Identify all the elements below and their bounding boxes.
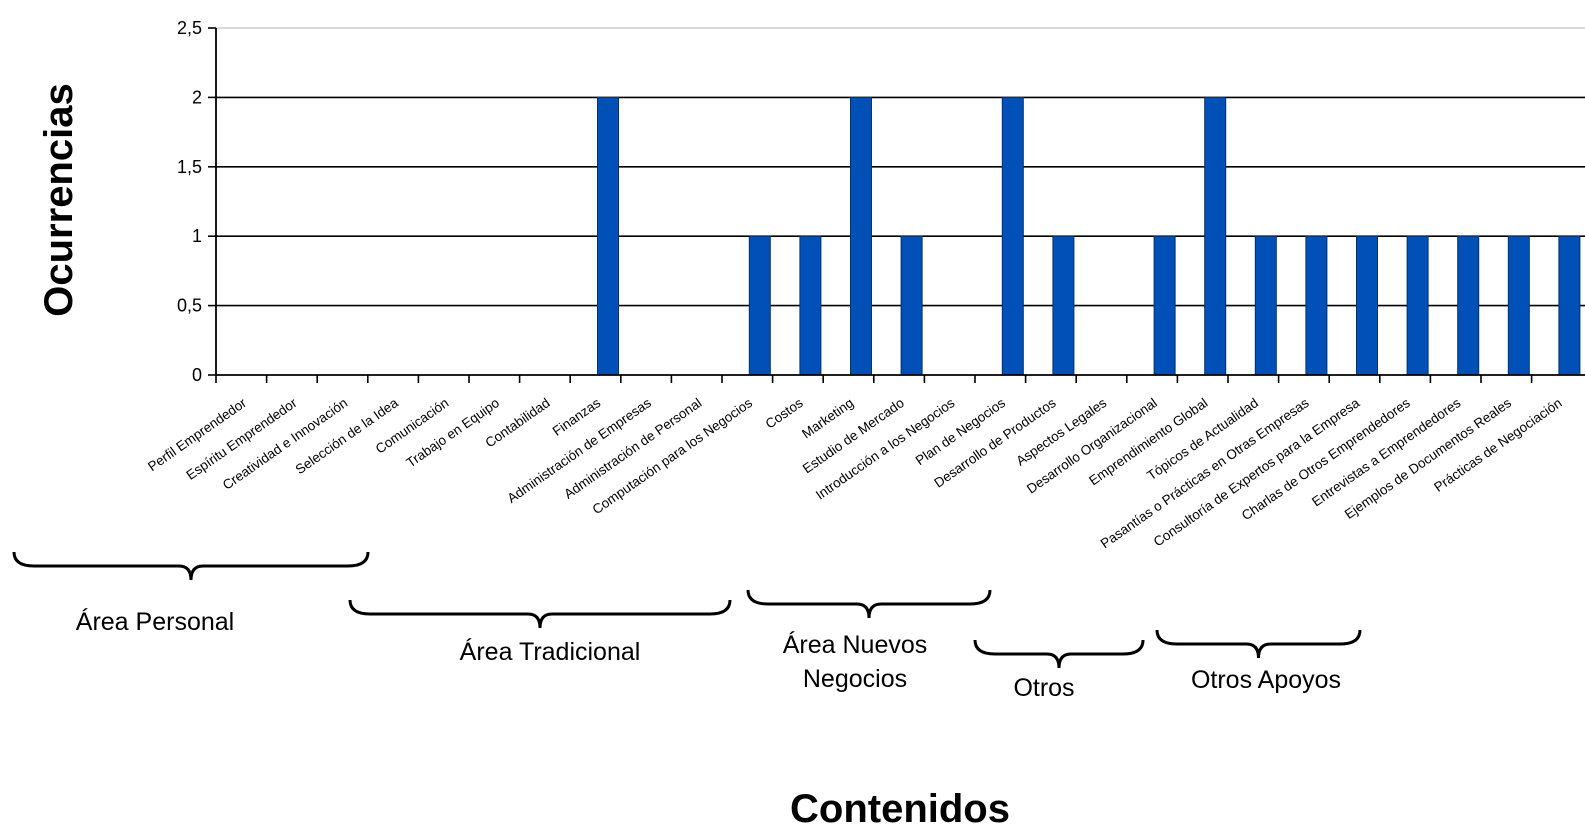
group-label: Negocios xyxy=(803,665,907,693)
group-brace xyxy=(973,639,1145,669)
group-brace xyxy=(348,599,732,629)
group-brace xyxy=(1155,629,1362,659)
bar xyxy=(850,96,872,376)
bar xyxy=(799,235,822,376)
group-brace xyxy=(12,551,370,581)
bar xyxy=(1507,235,1530,376)
y-tick-label: 2 xyxy=(192,87,202,107)
bar xyxy=(1254,235,1277,376)
y-tick-label: 1 xyxy=(192,226,202,246)
axes xyxy=(208,27,1585,383)
bar xyxy=(1204,96,1227,376)
y-tick-label: 0,5 xyxy=(177,296,202,316)
y-axis-label: Ocurrencias xyxy=(37,83,81,316)
y-tick-label: 0 xyxy=(192,365,202,385)
y-tick-labels: 0 0,5 1 1,5 2 2,5 xyxy=(177,18,202,385)
bar xyxy=(1406,235,1429,376)
x-tick-label: Trabajo en Equipo xyxy=(403,395,502,470)
bar xyxy=(1457,235,1480,376)
group-label: Área Personal xyxy=(76,607,234,636)
group-label: Otros Apoyos xyxy=(1191,666,1341,694)
bar xyxy=(1356,235,1378,376)
group-label: Área Tradicional xyxy=(460,637,641,666)
bar xyxy=(1305,235,1328,376)
gridlines xyxy=(216,27,1585,307)
category-groups: Área Personal Área Tradicional Área Nuevos… xyxy=(12,551,1362,702)
bar xyxy=(1558,235,1581,376)
bar xyxy=(597,96,619,376)
x-tick-label: Costos xyxy=(763,395,806,432)
bar xyxy=(1052,235,1075,376)
bar xyxy=(748,235,771,376)
bar xyxy=(1153,235,1176,376)
y-tick-label: 2,5 xyxy=(177,18,202,38)
group-label: Área Nuevos xyxy=(783,630,928,659)
bar xyxy=(900,235,923,376)
bar xyxy=(1001,96,1024,376)
group-label: Otros xyxy=(1013,674,1074,702)
x-axis-label: Contenidos xyxy=(790,787,1010,831)
group-brace xyxy=(746,589,992,619)
y-tick-label: 1,5 xyxy=(177,157,202,177)
